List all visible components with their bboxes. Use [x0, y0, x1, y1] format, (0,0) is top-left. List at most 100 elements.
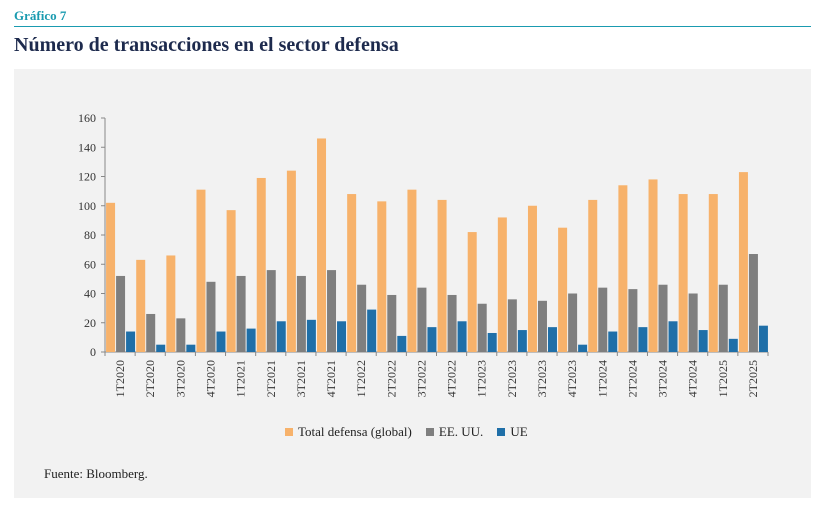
bar-eeuu-4T2022 — [447, 294, 457, 352]
y-tick-label: 80 — [84, 228, 96, 242]
bar-total-3T2020 — [166, 255, 176, 352]
legend-label-eeuu: EE. UU. — [438, 424, 484, 439]
x-tick-label: 3T2023 — [535, 360, 549, 397]
chart-title: Número de transacciones en el sector def… — [14, 34, 399, 56]
bar-total-4T2020 — [196, 189, 206, 352]
x-tick-label: 2T2022 — [384, 360, 398, 397]
bar-eeuu-4T2021 — [327, 270, 337, 352]
bar-total-4T2021 — [317, 138, 327, 352]
legend-swatch-eeuu — [425, 428, 434, 436]
source-note: Fuente: Bloomberg. — [44, 466, 148, 481]
bar-total-3T2022 — [407, 189, 417, 352]
bar-total-2T2022 — [377, 201, 387, 352]
bar-ue-3T2024 — [668, 321, 678, 352]
bar-ue-1T2025 — [728, 338, 738, 352]
legend-swatch-total — [285, 428, 293, 436]
bar-ue-3T2022 — [427, 327, 437, 352]
bar-total-2T2024 — [618, 185, 628, 352]
bar-eeuu-2T2023 — [507, 299, 517, 352]
bar-total-2T2020 — [136, 259, 146, 352]
bar-eeuu-4T2023 — [568, 293, 578, 352]
bar-ue-3T2021 — [306, 319, 316, 352]
x-tick-label: 2T2020 — [143, 360, 157, 397]
bar-ue-1T2024 — [608, 331, 618, 352]
bar-ue-3T2023 — [547, 327, 557, 352]
bar-eeuu-3T2023 — [537, 300, 547, 352]
bar-total-1T2022 — [347, 194, 357, 352]
bar-ue-2T2024 — [638, 327, 648, 352]
bar-ue-4T2021 — [337, 321, 347, 352]
bar-ue-1T2022 — [367, 309, 377, 352]
x-tick-label: 4T2023 — [565, 360, 579, 397]
y-tick-label: 160 — [78, 111, 96, 125]
y-tick-label: 100 — [78, 199, 96, 213]
x-tick-label: 2T2025 — [746, 360, 760, 397]
bar-total-4T2022 — [437, 199, 447, 352]
x-tick-label: 4T2021 — [324, 360, 338, 397]
x-tick-label: 3T2024 — [656, 360, 670, 397]
bar-eeuu-1T2025 — [718, 284, 728, 352]
bar-ue-4T2024 — [698, 330, 708, 352]
bar-ue-1T2023 — [487, 332, 497, 352]
x-tick-label: 1T2020 — [113, 360, 127, 397]
x-tick-label: 3T2022 — [414, 360, 428, 397]
bar-total-4T2023 — [558, 227, 568, 352]
bar-ue-2T2022 — [397, 335, 407, 352]
bar-total-2T2021 — [256, 177, 266, 352]
bar-total-2T2025 — [738, 172, 748, 352]
bar-total-3T2024 — [648, 179, 658, 352]
bar-eeuu-1T2022 — [357, 284, 367, 352]
bar-total-4T2024 — [678, 194, 688, 352]
bar-ue-1T2021 — [246, 328, 256, 352]
bar-eeuu-3T2022 — [417, 287, 427, 352]
x-tick-label: 3T2020 — [173, 360, 187, 397]
bar-ue-4T2023 — [578, 344, 588, 352]
x-tick-label: 1T2025 — [716, 360, 730, 397]
bar-eeuu-1T2021 — [236, 275, 246, 352]
x-tick-label: 3T2021 — [294, 360, 308, 397]
x-tick-label: 1T2024 — [595, 360, 609, 397]
legend-label-total: Total defensa (global) — [298, 424, 412, 439]
x-tick-label: 4T2022 — [445, 360, 459, 397]
bar-total-1T2023 — [467, 232, 477, 352]
figure-label: Gráfico 7 — [14, 8, 67, 23]
bar-total-1T2024 — [588, 199, 598, 352]
bar-ue-2T2021 — [276, 321, 286, 352]
x-tick-label: 2T2021 — [264, 360, 278, 397]
bar-total-1T2025 — [708, 194, 718, 352]
y-tick-label: 20 — [84, 316, 96, 330]
bar-total-1T2021 — [226, 210, 236, 352]
bar-eeuu-2T2022 — [387, 294, 397, 352]
x-tick-label: 4T2024 — [686, 360, 700, 397]
legend-item-ue: UE — [497, 424, 528, 440]
bar-total-3T2023 — [527, 205, 537, 352]
x-tick-label: 1T2023 — [475, 360, 489, 397]
x-tick-label: 2T2024 — [625, 360, 639, 397]
legend-item-total: Total defensa (global) — [285, 424, 412, 440]
bar-total-3T2021 — [286, 170, 296, 352]
bar-eeuu-2T2024 — [628, 289, 638, 352]
y-tick-label: 0 — [90, 345, 96, 359]
x-tick-label: 1T2022 — [354, 360, 368, 397]
bar-eeuu-1T2024 — [598, 287, 608, 352]
bar-eeuu-4T2020 — [206, 281, 216, 352]
y-tick-label: 40 — [84, 287, 96, 301]
legend-item-eeuu: EE. UU. — [425, 424, 484, 440]
bar-eeuu-2T2021 — [266, 270, 276, 352]
y-tick-label: 120 — [78, 170, 96, 184]
bar-ue-4T2020 — [216, 331, 226, 352]
bar-ue-2T2025 — [758, 325, 768, 352]
bar-total-1T2020 — [106, 202, 116, 352]
x-tick-label: 1T2021 — [234, 360, 248, 397]
bar-eeuu-1T2023 — [477, 303, 487, 352]
legend-swatch-ue — [497, 428, 506, 436]
bar-eeuu-2T2020 — [146, 313, 156, 352]
bar-eeuu-3T2021 — [296, 275, 306, 352]
y-tick-label: 60 — [84, 257, 96, 271]
bar-ue-4T2022 — [457, 321, 467, 352]
bar-total-2T2023 — [497, 217, 507, 352]
bar-ue-2T2023 — [517, 330, 527, 352]
bar-eeuu-1T2020 — [116, 275, 126, 352]
bar-ue-2T2020 — [156, 344, 166, 352]
